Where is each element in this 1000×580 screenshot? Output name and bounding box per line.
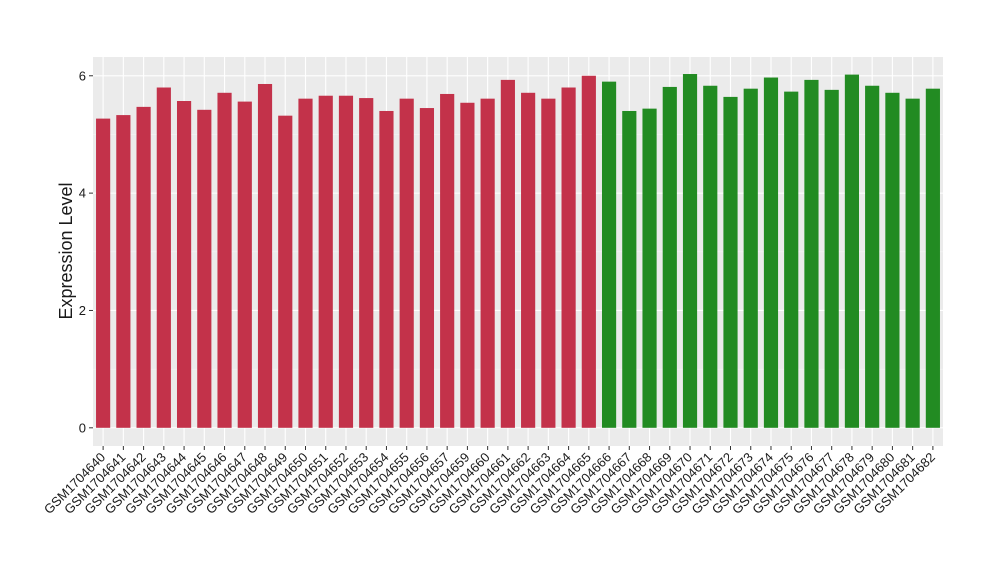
bar: [581, 75, 596, 428]
bar: [601, 81, 617, 428]
bar: [561, 87, 576, 428]
bar: [622, 110, 637, 428]
bar: [804, 79, 819, 428]
bar: [541, 98, 556, 428]
bar: [642, 108, 657, 428]
y-tick-label: 0: [79, 420, 86, 435]
bar: [500, 79, 515, 428]
bar: [419, 108, 435, 428]
bar: [925, 88, 940, 428]
bar: [784, 91, 799, 428]
bar: [257, 83, 273, 428]
bar: [844, 74, 860, 428]
bar: [743, 88, 758, 428]
bar: [96, 118, 111, 428]
bar: [156, 87, 171, 428]
bar: [399, 98, 414, 428]
bar: [116, 115, 131, 428]
bar: [237, 101, 252, 428]
y-tick-label: 4: [79, 186, 86, 201]
bar: [298, 98, 313, 428]
bar: [824, 89, 839, 428]
bar: [723, 96, 738, 428]
bar: [480, 98, 495, 428]
bar: [885, 92, 900, 428]
bar: [338, 95, 354, 428]
bar: [521, 92, 536, 428]
bar: [217, 92, 232, 428]
bar: [379, 110, 394, 428]
bar: [682, 74, 698, 428]
bar: [460, 102, 475, 428]
bar: [318, 95, 333, 428]
bar: [905, 98, 920, 428]
bar: [197, 109, 212, 428]
bar: [176, 101, 192, 428]
bar: [763, 77, 779, 428]
bar: [359, 98, 374, 428]
y-axis-label: Expression Level: [56, 182, 76, 319]
bar: [662, 86, 677, 428]
bar: [865, 85, 880, 428]
bar: [136, 106, 151, 428]
y-tick-label: 6: [79, 68, 86, 83]
bar: [278, 115, 293, 428]
y-tick-label: 2: [79, 303, 86, 318]
bar: [703, 85, 718, 428]
bar: [440, 93, 455, 428]
